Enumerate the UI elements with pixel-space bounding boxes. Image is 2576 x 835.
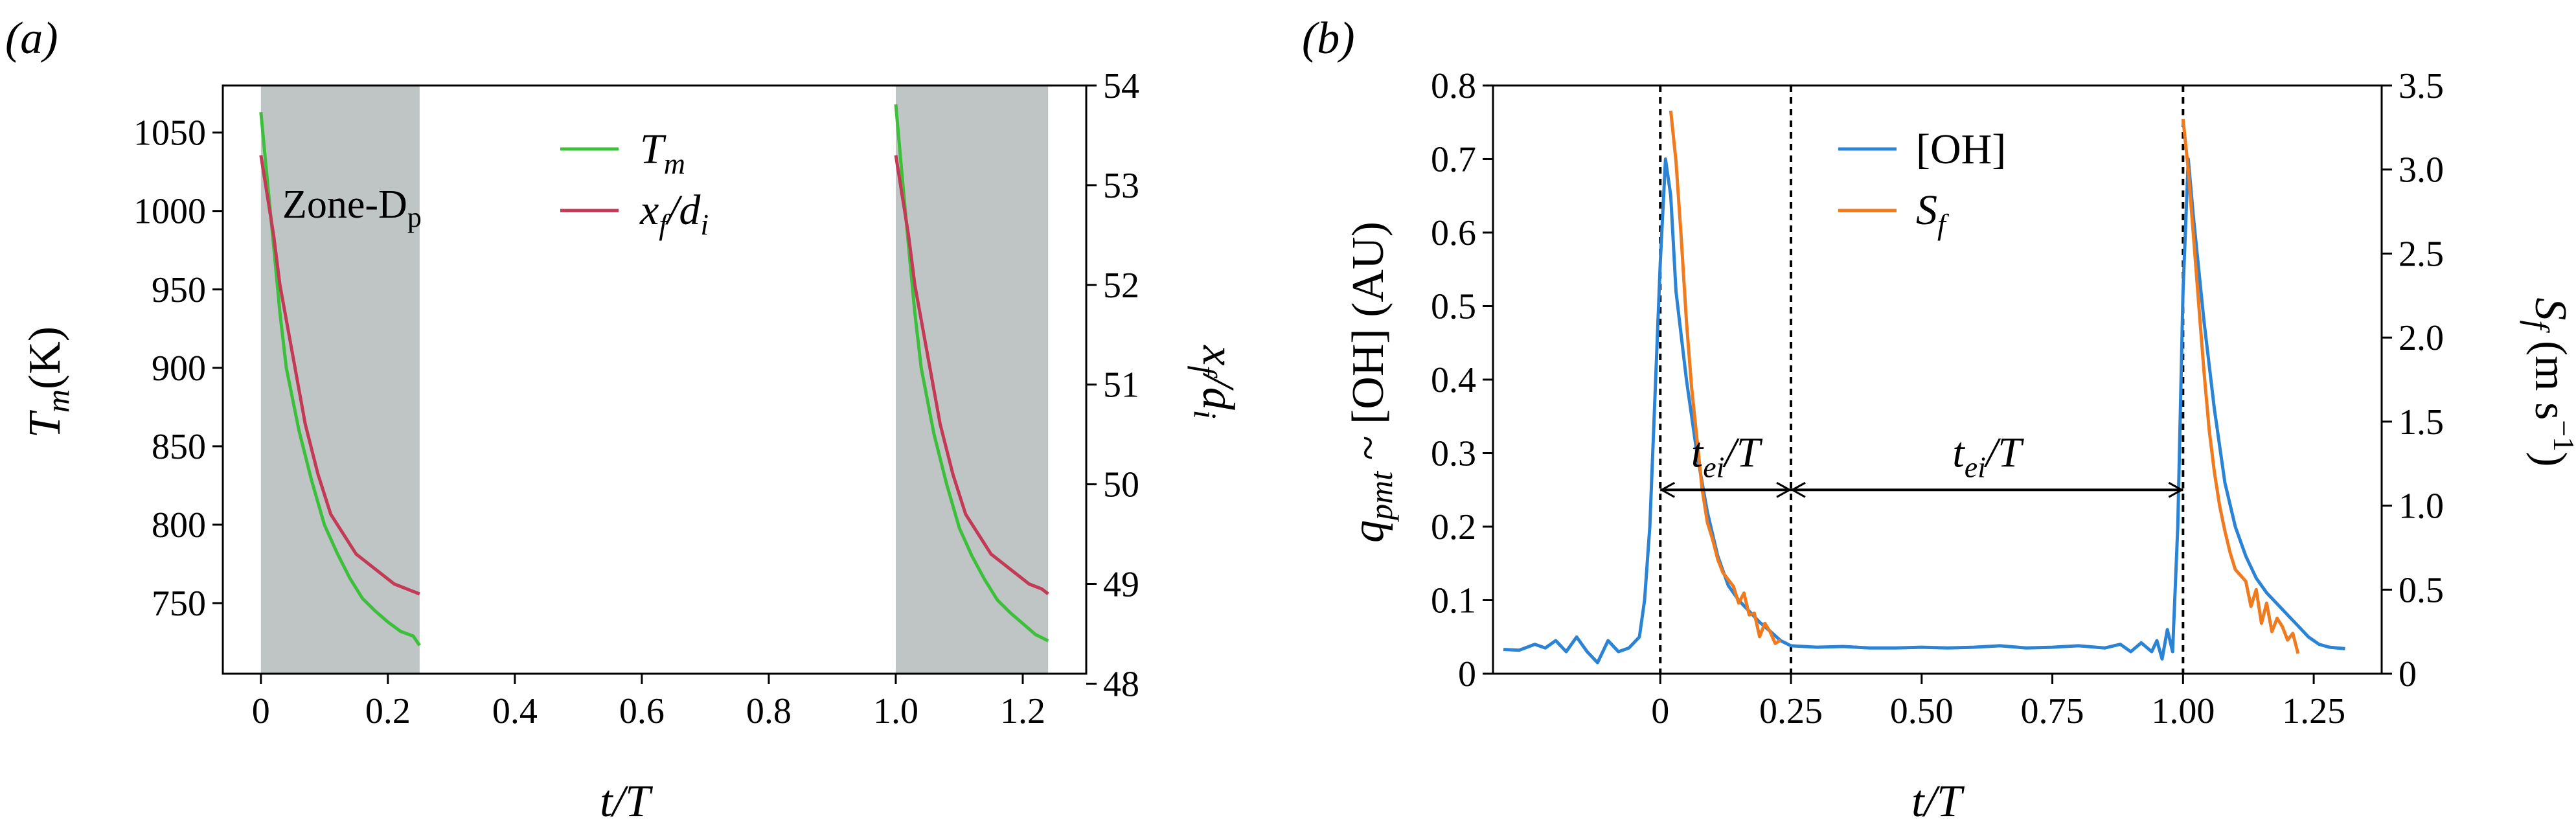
y-left-tick-label: 950	[152, 270, 206, 310]
y-right-tick-label: 51	[1103, 365, 1139, 406]
y-left-tick-label: 0.8	[1431, 66, 1476, 106]
x-tick-label: 0.50	[1890, 691, 1954, 731]
series-line-tm	[894, 104, 1049, 643]
x-tick-label: 0.6	[619, 691, 665, 731]
shaded-zones	[260, 86, 1049, 674]
y-left-tick-label: 800	[152, 505, 206, 545]
panel-b: (b) 0 0.25 0.50 0.75 1.00 1.25 00.10.20.30.40…	[1302, 14, 2576, 827]
x-tick-label: 0.25	[1759, 691, 1823, 731]
y-right-tick-label: 2.0	[2399, 318, 2444, 358]
x-tick-label: 0.4	[492, 691, 538, 731]
dashed-vlines	[1659, 86, 2185, 674]
x-tick-label: 0.8	[746, 691, 792, 731]
x-tick-label: 0.2	[365, 691, 411, 731]
zone-shade	[895, 86, 1049, 674]
legend-label-xf: xf/di	[639, 187, 709, 241]
x-tick-label: 1.25	[2282, 691, 2345, 731]
interval-label: tei/T	[1952, 429, 2024, 483]
y-left-tick-label: 900	[152, 349, 206, 389]
y-left-tick-label: 0	[1458, 654, 1476, 694]
y-left-tick-label: 750	[152, 584, 206, 624]
y-right-tick-label: 49	[1103, 564, 1139, 604]
x-tick-label: 1.0	[873, 691, 918, 731]
arrow-head-right	[2168, 481, 2184, 498]
y-left-tick-label: 0.1	[1431, 581, 1476, 621]
plot-lines	[1503, 110, 2345, 665]
legend: [OH] Sf	[1838, 126, 2006, 241]
y-left-axis-label: qpmt ~ [OH] (AU)	[1343, 222, 1399, 543]
x-axis-label: t/T	[600, 777, 654, 827]
legend-label-sf: Sf	[1916, 187, 1950, 241]
interval-label: tei/T	[1691, 429, 1763, 483]
y-right-tick-label: 48	[1103, 664, 1139, 704]
y-left-tick-label: 0.2	[1431, 507, 1476, 547]
y-left-tick-label: 850	[152, 427, 206, 467]
y-right-ticks: 48 49 50 51 52 53 54	[1086, 66, 1139, 704]
y-right-tick-label: 53	[1103, 166, 1139, 206]
y-right-tick-label: 0	[2399, 654, 2417, 694]
series-line-tm	[259, 111, 421, 646]
x-axis-label: t/T	[1911, 777, 1965, 827]
series-line-xf	[894, 155, 1049, 595]
y-left-axis-label: Tm(K)	[20, 326, 76, 438]
arrow-head-right	[1776, 481, 1792, 498]
y-left-tick-label: 0.7	[1431, 140, 1476, 180]
y-right-axis-label: Sf (m s−1)	[2520, 297, 2576, 466]
series-line-sf	[1669, 110, 1782, 645]
y-right-tick-label: 3.5	[2399, 66, 2444, 106]
y-right-tick-label: 3.0	[2399, 150, 2444, 190]
x-tick-label: 1.00	[2151, 691, 2215, 731]
series-line-xf	[259, 155, 420, 596]
legend-label-tm: Tm	[640, 126, 685, 180]
y-left-tick-label: 0.4	[1431, 360, 1476, 400]
y-right-tick-label: 0.5	[2399, 570, 2444, 610]
y-right-tick-label: 50	[1103, 465, 1139, 505]
axes-frame	[222, 84, 1088, 675]
plot-lines	[259, 104, 1049, 646]
y-right-tick-label: 1.5	[2399, 402, 2444, 442]
interval-annotations: tei/T tei/T	[1659, 429, 2184, 498]
arrow-head-left	[1659, 481, 1675, 498]
panel-a: (a) 0 0.2 0.4 0.6 0.8 1.0 1.2 750 800 850 900 950 1…	[5, 14, 1243, 827]
x-tick-label: 0	[252, 691, 270, 731]
y-left-tick-label: 0.5	[1431, 287, 1476, 327]
legend: Tm xf/di	[560, 126, 709, 241]
y-right-tick-label: 2.5	[2399, 234, 2444, 274]
legend-label-oh: [OH]	[1916, 126, 2006, 173]
y-left-ticks: 0 0.1 0.2 0.3 0.4 0.5 0.6 0.7 0.8	[1431, 66, 1493, 694]
x-ticks: 0 0.25 0.50 0.75 1.00 1.25	[1651, 674, 2345, 731]
series-line-oh	[1503, 157, 2345, 665]
y-left-tick-label: 0.3	[1431, 434, 1476, 474]
x-tick-label: 0	[1651, 691, 1669, 731]
x-tick-label: 0.75	[2021, 691, 2084, 731]
arrow-head-left	[1790, 481, 1806, 498]
y-right-ticks: 0 0.5 1.0 1.5 2.0 2.5 3.0 3.5	[2382, 66, 2444, 694]
zone-label: Zone-Dp	[282, 183, 422, 233]
axes-frame	[1492, 84, 2383, 675]
y-right-tick-label: 52	[1103, 266, 1139, 306]
panel-a-label: (a)	[5, 14, 58, 63]
x-tick-label: 1.2	[1000, 691, 1045, 731]
x-ticks: 0 0.2 0.4 0.6 0.8 1.0 1.2	[252, 674, 1045, 731]
y-left-tick-label: 1050	[133, 113, 206, 154]
y-left-tick-label: 0.6	[1431, 213, 1476, 253]
y-right-axis-label: xf/di	[1187, 345, 1243, 418]
panel-b-label: (b)	[1302, 14, 1355, 63]
series-line-sf	[2181, 119, 2300, 654]
y-left-ticks: 750 800 850 900 950 1000 1050	[133, 113, 223, 624]
y-right-tick-label: 1.0	[2399, 486, 2444, 527]
y-left-tick-label: 1000	[133, 192, 206, 232]
y-right-tick-label: 54	[1103, 66, 1139, 106]
